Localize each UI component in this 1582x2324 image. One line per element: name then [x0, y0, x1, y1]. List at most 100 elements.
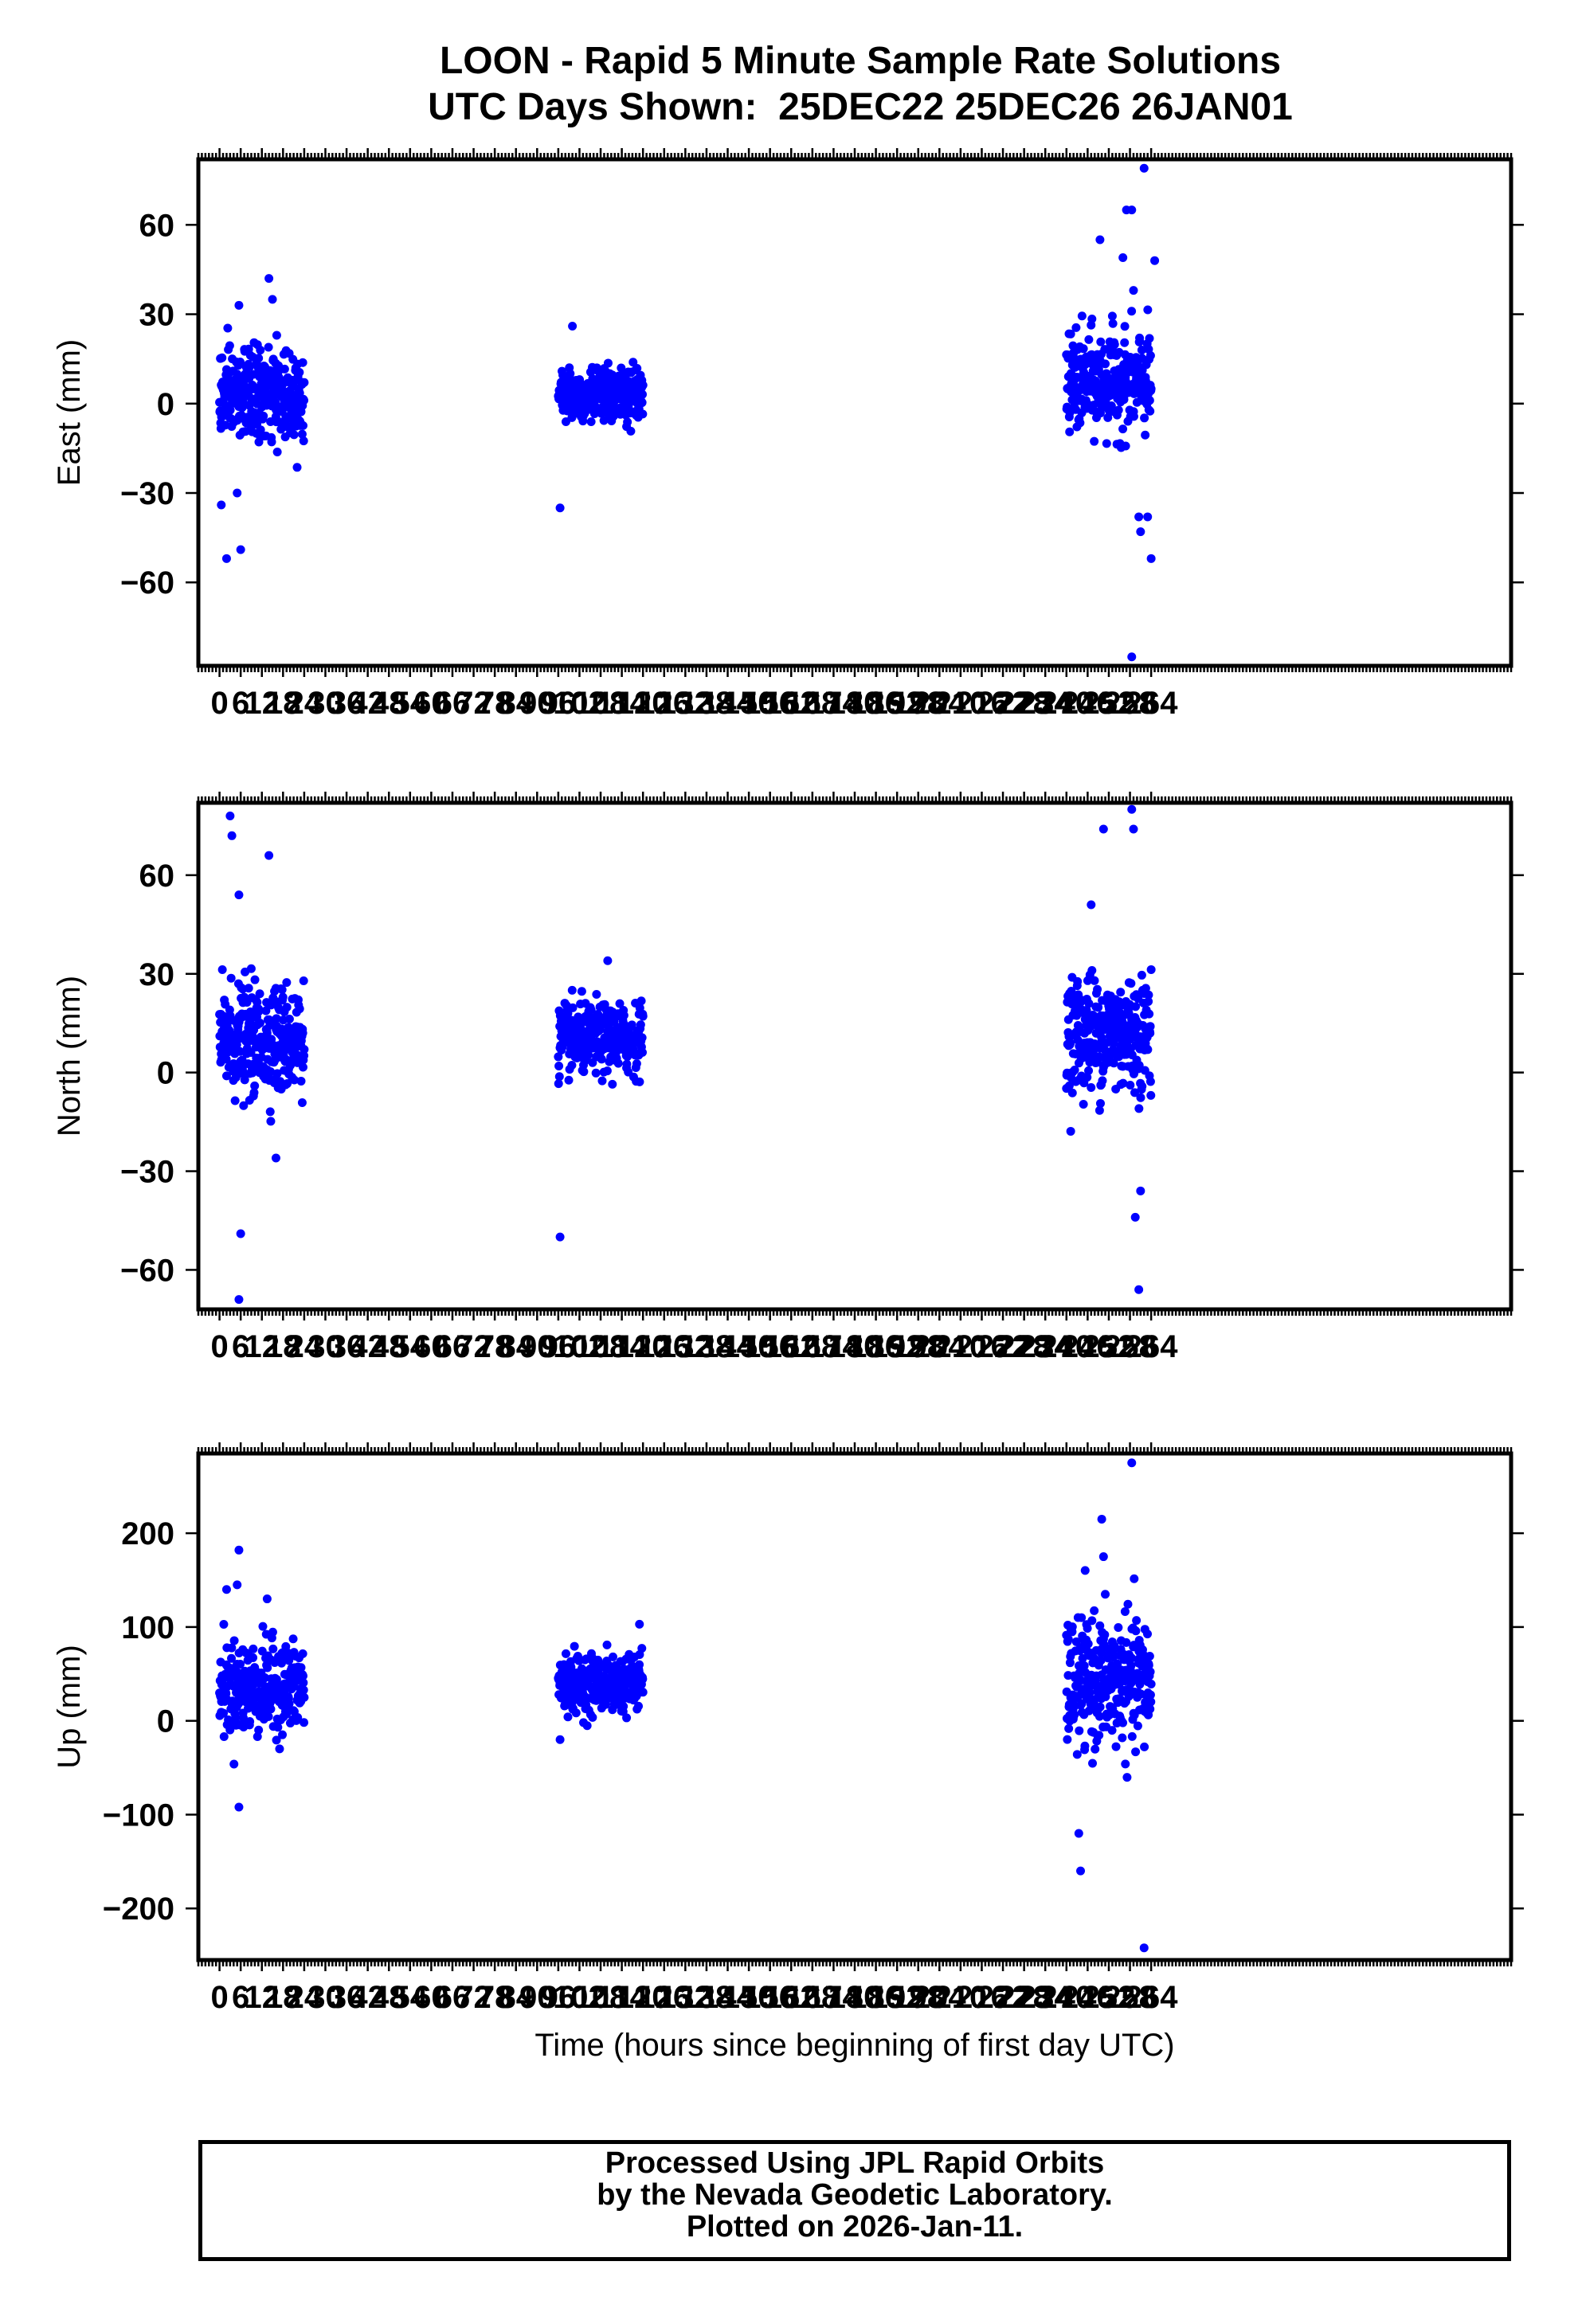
data-point — [1084, 999, 1094, 1008]
data-point — [1143, 305, 1153, 315]
data-point — [1130, 1088, 1140, 1097]
data-point — [230, 1096, 240, 1105]
data-point — [1145, 1009, 1154, 1019]
x-tick-label: 150 — [722, 1980, 776, 2015]
x-tick-label: 12 — [244, 1980, 280, 2015]
x-tick-label: 24 — [287, 1980, 323, 2015]
data-point — [1087, 1616, 1097, 1626]
data-point — [554, 1052, 563, 1062]
data-point — [217, 353, 227, 362]
x-tick-label: 264 — [1125, 1980, 1178, 2015]
data-point — [1145, 1022, 1155, 1031]
data-point — [1145, 351, 1155, 361]
x-tick-label: 54 — [393, 1980, 429, 2015]
x-tick-label: 126 — [637, 1980, 691, 2015]
x-tick-label: 228 — [997, 1980, 1051, 2015]
data-point — [227, 1653, 237, 1663]
data-point — [1065, 427, 1075, 436]
data-point-outlier — [1136, 1186, 1145, 1195]
x-tick-label: 138 — [680, 1329, 734, 1364]
data-point — [299, 1685, 308, 1695]
data-point — [1066, 1039, 1075, 1048]
x-tick-label: 126 — [637, 686, 691, 721]
data-point — [1145, 334, 1154, 343]
data-point-outlier — [1098, 824, 1108, 834]
data-point — [597, 1076, 607, 1086]
data-point — [577, 987, 586, 996]
data-point — [225, 341, 234, 350]
x-tick-label: 240 — [1040, 686, 1093, 721]
data-point — [1135, 337, 1145, 346]
data-point — [613, 1058, 623, 1068]
data-point — [627, 1020, 636, 1030]
x-tick-label: 0 — [210, 686, 228, 721]
data-point — [1108, 319, 1118, 328]
data-point — [1137, 970, 1146, 980]
y-tick-label: −200 — [103, 1892, 174, 1927]
data-point — [272, 1014, 281, 1023]
data-point — [300, 378, 309, 387]
data-point — [1079, 344, 1088, 354]
x-tick-label: 24 — [287, 1329, 323, 1364]
x-tick-label: 174 — [807, 1980, 860, 2015]
data-point — [300, 396, 309, 405]
data-point — [1075, 418, 1085, 428]
data-point — [638, 381, 648, 390]
x-tick-label: 6 — [232, 1329, 249, 1364]
data-point — [609, 1652, 618, 1661]
data-point — [227, 1643, 237, 1653]
data-point — [1079, 1661, 1089, 1670]
x-tick-label: 36 — [329, 1329, 365, 1364]
data-point — [1110, 339, 1119, 349]
data-point — [1144, 996, 1153, 1006]
x-tick-label: 60 — [413, 1329, 449, 1364]
data-point-outlier — [264, 274, 274, 284]
y-tick-label: 30 — [139, 957, 175, 992]
data-point-outlier — [1129, 824, 1138, 834]
data-point — [264, 342, 273, 352]
data-point — [1094, 1105, 1104, 1115]
x-tick-label: 30 — [307, 1980, 343, 2015]
data-point — [619, 1011, 628, 1020]
data-point — [298, 358, 307, 367]
data-point — [1141, 984, 1150, 993]
data-point — [217, 965, 227, 975]
y-tick-label: 0 — [157, 1056, 174, 1091]
data-point — [225, 405, 235, 415]
data-point — [255, 989, 264, 999]
data-point — [1066, 329, 1075, 338]
x-tick-label: 30 — [307, 1329, 343, 1364]
data-point — [300, 1718, 309, 1727]
data-point — [298, 421, 307, 430]
data-point — [1078, 1653, 1087, 1663]
x-tick-label: 132 — [659, 1980, 712, 2015]
y-tick-label: −30 — [120, 476, 174, 511]
data-point — [223, 323, 233, 333]
chart-subtitle: UTC Days Shown: 25DEC22 25DEC26 26JAN01 — [428, 86, 1293, 128]
data-point — [1102, 439, 1111, 448]
data-point — [638, 1674, 648, 1684]
y-axis-title: Up (mm) — [52, 1645, 87, 1769]
x-tick-label: 54 — [393, 686, 429, 721]
data-point — [1096, 1656, 1106, 1665]
data-point — [297, 1098, 307, 1108]
data-point — [1141, 430, 1150, 440]
plot-frame — [196, 157, 1513, 668]
data-point-outlier — [1130, 1212, 1140, 1222]
x-tick-label: 264 — [1125, 686, 1178, 721]
data-point — [298, 1649, 307, 1658]
data-point — [1120, 322, 1130, 331]
x-tick-label: 222 — [977, 1980, 1030, 2015]
data-point — [256, 346, 265, 355]
data-point-outlier — [225, 812, 235, 821]
data-point — [1134, 1061, 1144, 1070]
plot-frame — [196, 800, 1513, 1312]
x-tick-label: 210 — [934, 686, 988, 721]
data-point — [1087, 965, 1097, 975]
x-tick-label: 162 — [765, 686, 818, 721]
data-point — [289, 430, 299, 440]
x-tick-label: 96 — [541, 1329, 577, 1364]
data-point — [1073, 976, 1083, 986]
data-point — [1080, 1566, 1090, 1575]
y-tick-label: −60 — [120, 1253, 174, 1288]
